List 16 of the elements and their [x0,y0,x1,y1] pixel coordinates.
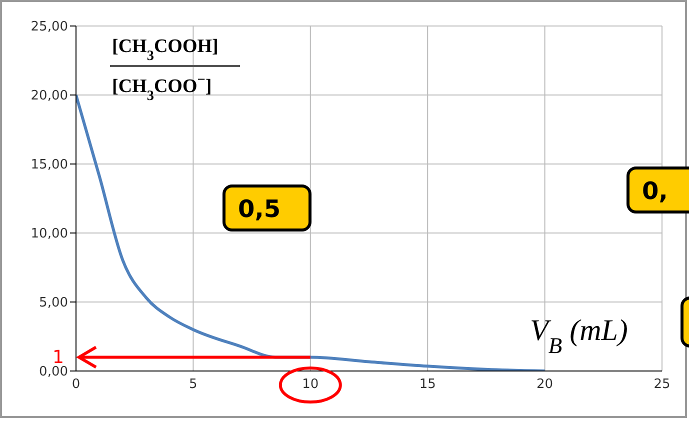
y-tick-label: 0,00 [39,364,68,380]
x-tick-label: 20 [536,377,554,392]
y-tick-label: 10,00 [30,226,68,242]
x-tick-label: 0 [72,377,80,392]
x-tick-label: 25 [654,377,670,392]
x-tick-label: 10 [302,377,319,392]
y-axis-title: [CH$_{3}$COOH] [CH$_{3}$COO$^{−}$] [112,36,218,104]
y-tick-label: 5,00 [39,296,68,311]
y-tick-label: 25,00 [30,20,68,35]
x-tick-label: 15 [419,377,436,392]
y-tick-label: 20,00 [30,88,68,104]
annotation: 0,5 [238,195,281,223]
annotation: 0, [642,177,668,205]
y-tick-label: 15,00 [30,158,68,173]
x-tick-label: 5 [189,377,198,392]
x-axis-title: V$_{B}$ (mL) [530,314,628,358]
